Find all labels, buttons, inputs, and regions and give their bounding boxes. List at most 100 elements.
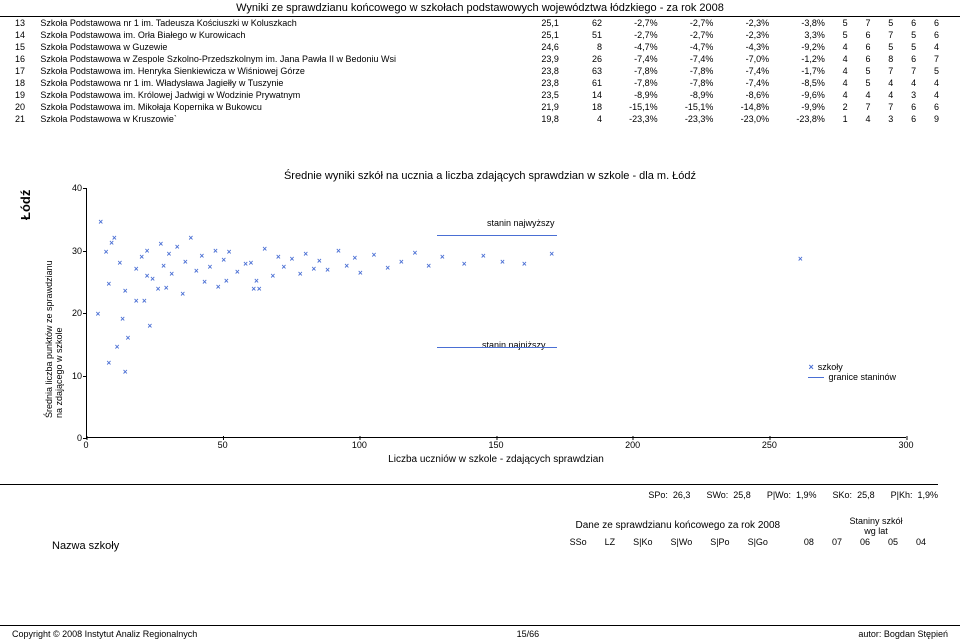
- legend-marker-icon: ×: [808, 362, 813, 372]
- data-point: ×: [269, 272, 276, 279]
- data-point: ×: [439, 254, 446, 261]
- data-point: ×: [289, 256, 296, 263]
- data-point: ×: [94, 311, 101, 318]
- data-point: ×: [499, 258, 506, 265]
- data-point: ×: [398, 259, 405, 266]
- table-row: 21Szkoła Podstawowa w Kruszowie`19,84-23…: [12, 113, 942, 125]
- table-row: 14Szkoła Podstawowa im. Orła Białego w K…: [12, 29, 942, 41]
- data-point: ×: [141, 297, 148, 304]
- region-label: Łódź: [18, 190, 33, 220]
- data-point: ×: [215, 283, 222, 290]
- data-point: ×: [461, 261, 468, 268]
- x-axis-label: Liczba uczniów w szkole - zdających spra…: [86, 454, 906, 465]
- data-point: ×: [163, 285, 170, 292]
- data-point: ×: [412, 250, 419, 257]
- data-point: ×: [125, 335, 132, 342]
- data-point: ×: [198, 252, 205, 259]
- data-point: ×: [302, 250, 309, 257]
- data-point: ×: [212, 247, 219, 254]
- page-title: Wyniki ze sprawdzianu końcowego w szkoła…: [0, 0, 960, 17]
- table-row: 13Szkoła Podstawowa nr 1 im. Tadeusza Ko…: [12, 17, 942, 29]
- data-point: ×: [371, 251, 378, 258]
- stanin-line: [437, 347, 557, 348]
- chart-title: Średnie wyniki szkół na ucznia a liczba …: [40, 170, 940, 182]
- data-point: ×: [116, 260, 123, 267]
- data-point: ×: [310, 266, 317, 273]
- stats-bar: SPo: 26,3 SWo: 25,8 P|Wo: 1,9% SKo: 25,8…: [648, 490, 938, 500]
- data-point: ×: [351, 255, 358, 262]
- data-point: ×: [108, 240, 115, 247]
- data-point: ×: [324, 266, 331, 273]
- chart: Średnie wyniki szkół na ucznia a liczba …: [40, 170, 940, 468]
- data-point: ×: [146, 322, 153, 329]
- data-point: ×: [155, 285, 162, 292]
- legend-line-icon: [808, 377, 824, 378]
- table-row: 16Szkoła Podstawowa w Zespole Szkolno-Pr…: [12, 53, 942, 65]
- data-point: ×: [297, 271, 304, 278]
- data-point: ×: [105, 360, 112, 367]
- data-point: ×: [234, 269, 241, 276]
- data-point: ×: [133, 266, 140, 273]
- data-point: ×: [119, 316, 126, 323]
- data-point: ×: [261, 246, 268, 253]
- data-point: ×: [174, 244, 181, 251]
- data-point: ×: [144, 247, 151, 254]
- footer-right: autor: Bogdan Stępień: [858, 629, 948, 639]
- data-point: ×: [122, 369, 129, 376]
- data-point: ×: [166, 250, 173, 257]
- data-point: ×: [335, 247, 342, 254]
- footer-left: Copyright © 2008 Instytut Analiz Regiona…: [12, 629, 197, 639]
- data-point: ×: [480, 253, 487, 260]
- plot-area: stanin najwyższy stanin najniższy × szkoł…: [86, 188, 906, 438]
- data-point: ×: [103, 248, 110, 255]
- data-point: ×: [149, 275, 156, 282]
- data-point: ×: [226, 248, 233, 255]
- data-point: ×: [133, 298, 140, 305]
- data-point: ×: [384, 265, 391, 272]
- data-point: ×: [548, 251, 555, 258]
- footer-center: 15/66: [517, 629, 540, 639]
- data-point: ×: [105, 281, 112, 288]
- results-table: 13Szkoła Podstawowa nr 1 im. Tadeusza Ko…: [12, 17, 942, 125]
- data-point: ×: [122, 288, 129, 295]
- data-point: ×: [207, 264, 214, 271]
- data-point: ×: [256, 286, 263, 293]
- data-point: ×: [157, 241, 164, 248]
- stanin-years-header: Staniny szkół wg lat: [816, 516, 936, 536]
- annotation-low: stanin najniższy: [482, 340, 546, 350]
- data-point: ×: [797, 255, 804, 262]
- footer: Copyright © 2008 Instytut Analiz Regiona…: [0, 625, 960, 642]
- data-point: ×: [425, 263, 432, 270]
- data-point: ×: [280, 263, 287, 270]
- data-point: ×: [187, 235, 194, 242]
- data-header: Dane ze sprawdzianu końcowego za rok 200…: [560, 520, 796, 531]
- data-point: ×: [193, 267, 200, 274]
- legend: × szkoły granice staninów: [808, 362, 896, 382]
- data-point: ×: [316, 258, 323, 265]
- column-headers: SSoLZS|KoS|WoS|PoS|Go0807060504: [560, 535, 936, 549]
- data-point: ×: [220, 256, 227, 263]
- data-point: ×: [223, 278, 230, 285]
- data-point: ×: [248, 260, 255, 267]
- stanin-line: [437, 235, 557, 236]
- data-point: ×: [521, 260, 528, 267]
- table-row: 15Szkoła Podstawowa w Guzewie24,68-4,7%-…: [12, 41, 942, 53]
- table-row: 18Szkoła Podstawowa nr 1 im. Władysława …: [12, 77, 942, 89]
- data-point: ×: [114, 344, 121, 351]
- data-point: ×: [179, 291, 186, 298]
- table-row: 17Szkoła Podstawowa im. Henryka Sienkiew…: [12, 65, 942, 77]
- legend-stanin: granice staninów: [828, 372, 896, 382]
- data-point: ×: [97, 219, 104, 226]
- school-name-label: Nazwa szkoły: [52, 540, 119, 552]
- data-point: ×: [168, 270, 175, 277]
- data-point: ×: [275, 253, 282, 260]
- data-point: ×: [201, 278, 208, 285]
- table-row: 19Szkoła Podstawowa im. Królowej Jadwigi…: [12, 89, 942, 101]
- data-point: ×: [182, 258, 189, 265]
- legend-schools: szkoły: [818, 362, 843, 372]
- data-point: ×: [357, 270, 364, 277]
- annotation-high: stanin najwyższy: [487, 218, 555, 228]
- data-point: ×: [253, 278, 260, 285]
- table-row: 20Szkoła Podstawowa im. Mikołaja Koperni…: [12, 101, 942, 113]
- data-point: ×: [343, 262, 350, 269]
